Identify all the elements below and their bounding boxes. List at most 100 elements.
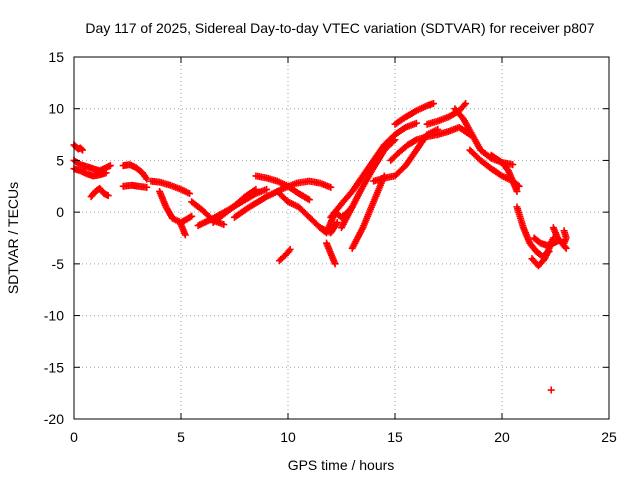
y-tick-label: -5 <box>52 256 65 272</box>
x-tick-label: 25 <box>601 429 617 445</box>
data-point-trail <box>328 201 344 220</box>
series-arc-h <box>156 187 196 226</box>
data-point-trail <box>403 148 419 168</box>
data-point-trail <box>360 200 377 230</box>
data-point-trail <box>349 173 366 194</box>
data-point-trail <box>179 213 194 226</box>
data-point-trail <box>478 158 494 172</box>
data-point-trail <box>275 178 290 189</box>
data-point-trail <box>536 256 548 268</box>
data-point-trail <box>88 189 98 199</box>
data-point-trail <box>247 194 269 210</box>
x-tick-label: 0 <box>70 429 78 445</box>
data-point-trail <box>72 165 83 174</box>
data-point-trail <box>360 165 377 189</box>
data-point-trail <box>551 238 560 246</box>
data-point-trail <box>93 185 102 194</box>
data-point-trail <box>211 211 226 225</box>
x-tick-label: 10 <box>280 429 296 445</box>
data-point <box>102 169 110 177</box>
data-point-trail <box>561 236 569 245</box>
data-point-trail <box>467 147 483 163</box>
data-point-trail <box>397 142 410 155</box>
data-point-trail <box>275 189 291 205</box>
data-point <box>331 260 339 268</box>
y-tick-label: -15 <box>44 359 64 375</box>
data-point <box>513 187 521 195</box>
data-point-trail <box>538 240 549 249</box>
data-point-trail <box>382 137 398 153</box>
data-point-trail <box>555 235 565 246</box>
data-point-trail <box>189 199 205 213</box>
data-point <box>412 119 420 127</box>
data-point <box>220 221 228 229</box>
series-arc-a <box>70 141 87 154</box>
data-point-trail <box>561 229 570 240</box>
data-point-trail <box>456 101 468 113</box>
data-point-trail <box>349 184 366 209</box>
data-point-trail <box>531 235 543 246</box>
data-point-trail <box>72 157 83 168</box>
data-point-trail <box>403 108 419 120</box>
y-tick-label: 5 <box>56 152 64 168</box>
data-point-trail <box>84 170 96 179</box>
series-arc-t <box>338 136 399 232</box>
data-point-trail <box>393 124 408 138</box>
data-point-trail <box>328 220 340 235</box>
data-point-trail <box>140 170 150 181</box>
data-point-trail <box>101 190 111 199</box>
data-point-trail <box>545 240 556 249</box>
axis-ticks: 0 5 10 15 20 25 -20 -15 -10 -5 0 5 10 15 <box>44 49 617 445</box>
data-point-trail <box>514 205 527 230</box>
y-axis-title: SDTVAR / TECUs <box>5 182 21 294</box>
series-arc-g <box>147 177 194 198</box>
data-point-trail <box>371 148 387 170</box>
data-point-trail <box>296 190 312 203</box>
series-arc-e <box>119 161 151 183</box>
series-arc-ai <box>547 386 555 394</box>
x-axis-title: GPS time / hours <box>288 457 395 473</box>
data-point <box>188 212 196 220</box>
data-point-trail <box>286 183 301 196</box>
chart-title: Day 117 of 2025, Sidereal Day-to-day VTE… <box>85 20 594 36</box>
y-tick-label: 15 <box>48 49 64 65</box>
data-point <box>143 183 151 191</box>
data-point-trail <box>489 166 504 179</box>
data-point-trail <box>489 152 504 165</box>
data-point <box>462 100 470 108</box>
data-point <box>547 386 555 394</box>
y-tick-label: -20 <box>44 411 64 427</box>
data-point <box>391 136 399 144</box>
data-point <box>333 218 341 226</box>
data-point-trail <box>133 165 145 176</box>
data-point-trail <box>286 199 301 210</box>
data-point-trail <box>405 137 419 148</box>
data-point-trail <box>277 254 286 263</box>
data-point <box>327 183 335 191</box>
series-arc-u <box>348 172 388 252</box>
data-point <box>263 185 271 193</box>
data-point <box>186 190 194 198</box>
data-point <box>560 239 568 247</box>
data-point <box>430 100 438 108</box>
data-point-trail <box>469 132 484 152</box>
data-point <box>509 161 517 169</box>
data-point-trail <box>221 203 237 217</box>
data-point-trail <box>425 100 436 109</box>
series-arc-aa <box>451 105 517 169</box>
data-point-trail <box>91 165 102 174</box>
data-point <box>79 146 87 154</box>
data-point-trail <box>78 161 89 170</box>
data-point-trail <box>349 225 366 251</box>
data-point <box>252 185 260 193</box>
data-point-trail <box>414 102 429 114</box>
data-point-trail <box>296 204 312 220</box>
data-point <box>305 196 313 204</box>
y-tick-label: 10 <box>48 101 64 117</box>
series-arc-d <box>87 184 112 201</box>
data-point <box>143 175 151 183</box>
data-point-trail <box>307 215 323 230</box>
data-point <box>181 231 189 239</box>
x-tick-label: 15 <box>387 429 403 445</box>
data-point <box>106 162 114 170</box>
